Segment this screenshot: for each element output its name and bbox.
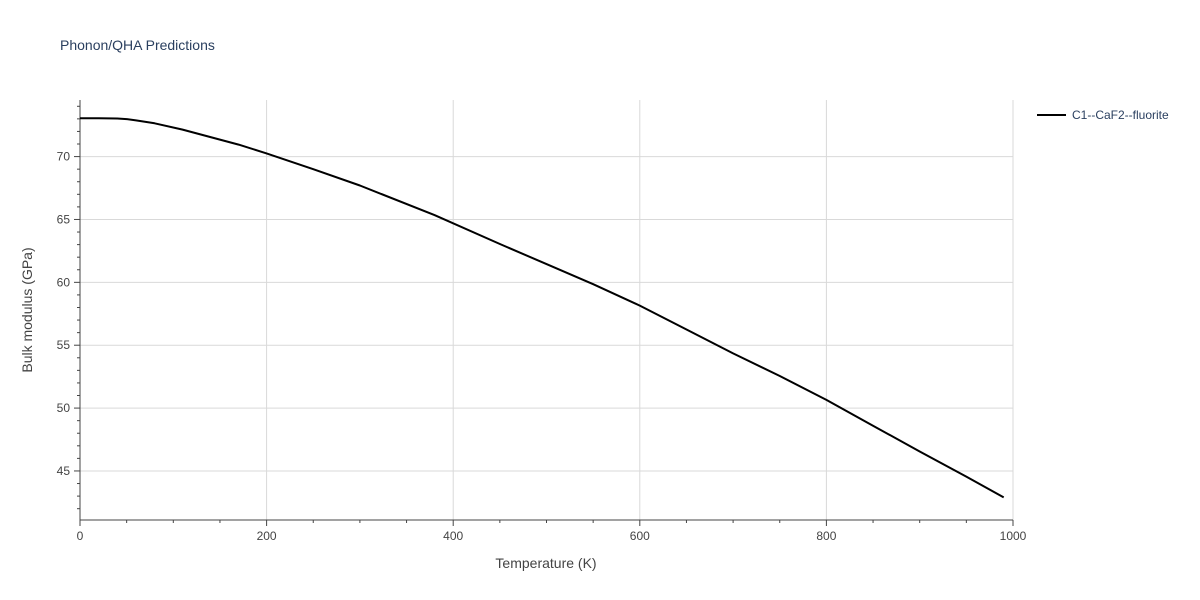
legend-label[interactable]: C1--CaF2--fluorite [1072, 108, 1169, 122]
y-tick-label: 55 [57, 338, 71, 352]
y-tick-label: 50 [57, 401, 71, 415]
y-tick-label: 45 [57, 464, 71, 478]
x-tick-label: 400 [443, 529, 463, 543]
x-tick-label: 0 [77, 529, 84, 543]
series-line[interactable] [80, 117, 1005, 499]
y-tick-label: 60 [57, 275, 71, 289]
y-axis-title: Bulk modulus (GPa) [19, 247, 35, 372]
legend[interactable]: C1--CaF2--fluorite [1037, 108, 1169, 122]
x-axis-title: Temperature (K) [495, 555, 596, 571]
x-tick-label: 800 [816, 529, 836, 543]
y-tick-label: 70 [57, 150, 71, 164]
x-tick-label: 1000 [1000, 529, 1027, 543]
x-tick-label: 200 [257, 529, 277, 543]
x-tick-label: 600 [630, 529, 650, 543]
grid [80, 100, 1014, 520]
axes: 45 50 55 60 65 70 0 200 400 600 800 1000 [57, 100, 1027, 543]
chart-title: Phonon/QHA Predictions [60, 37, 215, 53]
y-tick-label: 65 [57, 212, 71, 226]
plot-area [80, 117, 1005, 499]
